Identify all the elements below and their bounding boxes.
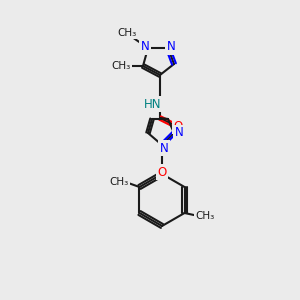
Text: HN: HN <box>144 98 162 110</box>
Text: N: N <box>141 40 149 53</box>
Text: CH₃: CH₃ <box>111 61 130 71</box>
Text: CH₃: CH₃ <box>117 28 136 38</box>
Text: O: O <box>158 166 166 178</box>
Text: N: N <box>160 142 168 154</box>
Text: N: N <box>175 127 183 140</box>
Text: N: N <box>167 40 176 53</box>
Text: O: O <box>173 119 183 133</box>
Text: CH₃: CH₃ <box>110 177 129 187</box>
Text: CH₃: CH₃ <box>195 211 214 221</box>
